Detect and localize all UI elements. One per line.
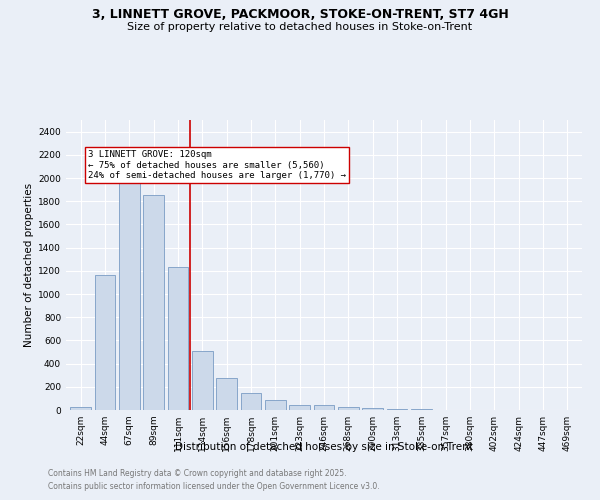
Bar xyxy=(143,196,164,410)
Bar xyxy=(362,408,383,410)
Bar xyxy=(241,392,262,410)
Bar xyxy=(119,182,140,410)
Bar xyxy=(167,268,188,410)
Bar xyxy=(338,407,359,410)
Bar xyxy=(386,409,407,410)
Bar xyxy=(192,351,212,410)
Bar xyxy=(289,406,310,410)
Text: Contains public sector information licensed under the Open Government Licence v3: Contains public sector information licen… xyxy=(48,482,380,491)
Bar xyxy=(95,276,115,410)
Text: Distribution of detached houses by size in Stoke-on-Trent: Distribution of detached houses by size … xyxy=(175,442,473,452)
Text: 3, LINNETT GROVE, PACKMOOR, STOKE-ON-TRENT, ST7 4GH: 3, LINNETT GROVE, PACKMOOR, STOKE-ON-TRE… xyxy=(92,8,508,20)
Text: Size of property relative to detached houses in Stoke-on-Trent: Size of property relative to detached ho… xyxy=(127,22,473,32)
Bar xyxy=(265,400,286,410)
Bar xyxy=(314,406,334,410)
Y-axis label: Number of detached properties: Number of detached properties xyxy=(24,183,34,347)
Text: Contains HM Land Registry data © Crown copyright and database right 2025.: Contains HM Land Registry data © Crown c… xyxy=(48,468,347,477)
Bar xyxy=(70,407,91,410)
Text: 3 LINNETT GROVE: 120sqm
← 75% of detached houses are smaller (5,560)
24% of semi: 3 LINNETT GROVE: 120sqm ← 75% of detache… xyxy=(88,150,346,180)
Bar xyxy=(216,378,237,410)
